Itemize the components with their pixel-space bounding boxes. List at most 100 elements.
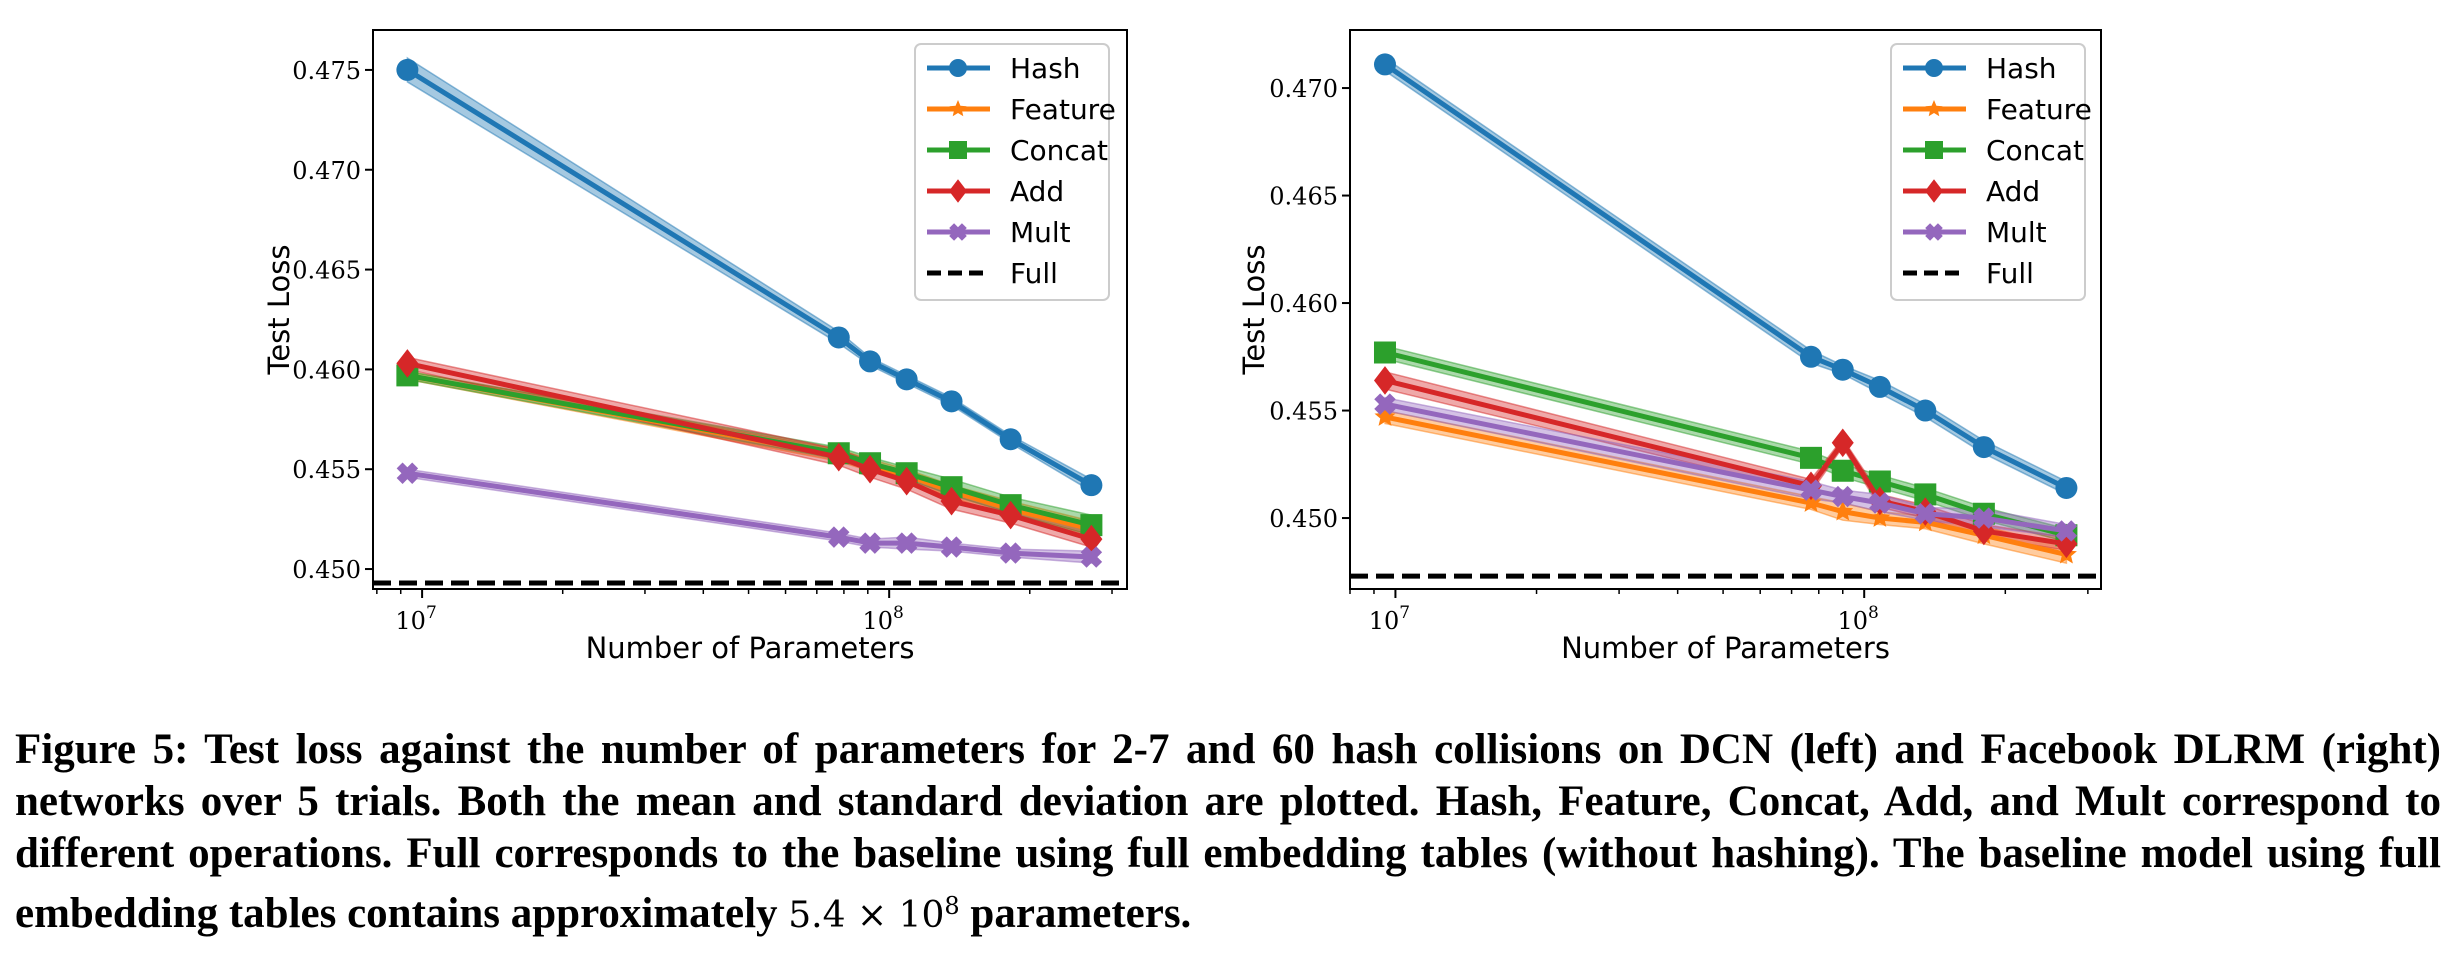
data-point-mult <box>2055 520 2078 542</box>
caption-text: Figure 5: Test loss against the number o… <box>15 726 2441 937</box>
data-point-hash <box>2055 476 2078 499</box>
y-tick-label: 0.450 <box>292 556 361 584</box>
data-point-hash <box>1831 358 1854 381</box>
data-point-hash <box>999 428 1022 451</box>
chart-panel-left: 0.450 0.455 0.460 0.465 0.470 0.475 107 108Numb… <box>262 29 1128 665</box>
data-point-mult <box>828 526 850 548</box>
legend-label: Feature <box>1010 93 1116 126</box>
legend-marker <box>1925 100 1943 117</box>
data-point-add <box>940 486 963 516</box>
data-point-mult-bar <box>2055 520 2078 542</box>
legend-label: Mult <box>1010 216 1071 249</box>
y-tick-label: 0.450 <box>1269 505 1338 533</box>
data-point-mult <box>940 536 963 558</box>
data-point-mult <box>1869 492 1891 514</box>
data-point-mult <box>1374 393 1396 415</box>
data-point-add <box>1373 366 1396 395</box>
x-tick-label: 108 <box>1838 603 1879 635</box>
data-point-feature <box>1374 406 1396 426</box>
data-point-mult-bar <box>895 532 918 554</box>
legend-marker <box>1925 179 1943 203</box>
data-point-mult-bar <box>1869 492 1891 514</box>
legend-item-add: Add <box>1903 175 2040 208</box>
data-point-mult <box>396 462 419 484</box>
data-point-hash <box>940 390 963 413</box>
legend-marker <box>949 100 967 117</box>
y-tick-label: 0.465 <box>1269 183 1338 211</box>
x-tick-label: 108 <box>862 603 903 635</box>
legend-marker <box>1925 223 1943 241</box>
data-point-mult <box>895 532 918 554</box>
legend-item-full: Full <box>927 257 1058 290</box>
axes-frame <box>372 29 1128 590</box>
axes-frame <box>1349 29 2102 590</box>
legend-label: Mult <box>1986 216 2047 249</box>
y-axis-label: Test Loss <box>1237 245 1271 376</box>
y-tick-label: 0.455 <box>1269 398 1338 426</box>
data-point-add <box>1831 428 1854 458</box>
y-tick-label: 0.470 <box>1269 75 1338 103</box>
data-point-hash <box>859 350 882 373</box>
legend-marker <box>949 223 967 241</box>
x-axis-label: Number of Parameters <box>1561 631 1890 665</box>
data-point-concat <box>1868 470 1891 493</box>
legend-item-add: Add <box>927 175 1064 208</box>
data-point-add <box>396 349 419 378</box>
data-point-mult <box>1973 507 1995 529</box>
data-point-mult <box>859 532 881 554</box>
x-tick-label: 107 <box>395 603 436 635</box>
figure-caption: Figure 5: Test loss against the number o… <box>15 724 2441 942</box>
y-tick-label: 0.460 <box>1269 290 1338 318</box>
data-point-mult-bar <box>1973 507 1995 529</box>
data-point-mult <box>1800 479 1822 501</box>
legend-item-full: Full <box>1903 257 2034 290</box>
y-tick-label: 0.470 <box>292 157 361 185</box>
legend-label: Concat <box>1986 134 2084 167</box>
legend-marker <box>1925 59 1943 77</box>
data-point-mult <box>999 542 1022 564</box>
data-point-hash <box>396 58 419 81</box>
data-point-add <box>999 500 1022 530</box>
data-point-concat <box>1831 459 1854 482</box>
legend-label: Hash <box>1986 52 2057 85</box>
y-axis-label: Test Loss <box>262 245 296 376</box>
data-point-feature <box>1832 500 1854 521</box>
caption-math: 5.4 × 108 <box>788 892 960 936</box>
legend-label: Hash <box>1010 52 1081 85</box>
data-point-hash <box>1799 345 1822 368</box>
data-point-feature <box>1800 492 1822 512</box>
data-point-add <box>859 454 882 484</box>
data-point-hash <box>1972 436 1995 459</box>
data-point-mult-bar <box>1914 503 1937 525</box>
data-point-mult-bar <box>1080 546 1103 568</box>
data-point-mult-bar <box>859 532 881 554</box>
legend-item-feature: Feature <box>1903 93 2092 126</box>
y-tick-label: 0.455 <box>292 456 361 484</box>
y-tick-label: 0.465 <box>292 257 361 285</box>
data-point-mult <box>1914 503 1937 525</box>
data-point-concat <box>1799 446 1822 469</box>
legend-label: Add <box>1986 175 2040 208</box>
y-tick-label: 0.475 <box>292 57 361 85</box>
legend-label: Full <box>1010 257 1058 290</box>
legend-label: Feature <box>1986 93 2092 126</box>
legend-marker-bar <box>949 223 967 241</box>
data-point-mult <box>1832 485 1854 508</box>
data-point-hash <box>1373 53 1396 76</box>
data-point-hash <box>895 368 918 391</box>
data-point-hash <box>1080 474 1103 497</box>
legend-marker <box>949 141 967 159</box>
data-point-mult-bar <box>999 542 1022 564</box>
legend-marker <box>949 59 967 77</box>
legend-label: Add <box>1010 175 1064 208</box>
data-point-add <box>895 466 918 496</box>
legend-marker <box>1925 141 1943 159</box>
data-point-concat <box>1373 341 1396 364</box>
x-axis-label: Number of Parameters <box>586 631 915 665</box>
legend-item-hash: Hash <box>927 52 1081 85</box>
data-point-hash <box>1914 399 1937 422</box>
legend-marker-bar <box>1925 223 1943 241</box>
data-point-mult-bar <box>396 462 419 484</box>
data-point-mult-bar <box>1832 485 1854 508</box>
